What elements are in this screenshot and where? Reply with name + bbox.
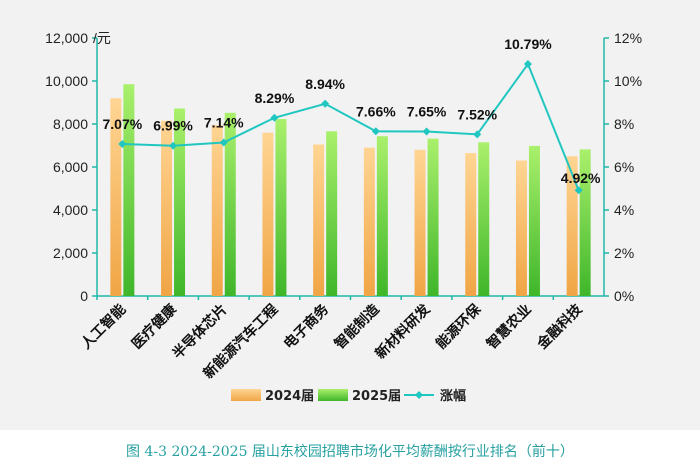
chart-figure: 0 2,000 4,000 6,000 8,000 10,000 12,000/元 0% 2% 4… xyxy=(0,0,700,430)
legend-swatch-2025 xyxy=(318,389,348,401)
category-label: 智能制造 xyxy=(330,301,382,353)
growth-data-label: 7.66% xyxy=(356,103,396,119)
growth-point xyxy=(422,127,431,136)
legend-swatch-2024 xyxy=(231,389,261,401)
left-tick-label: 12,000 xyxy=(45,30,88,46)
bar-2025 xyxy=(427,138,439,296)
bar-2024 xyxy=(566,156,578,296)
right-tick-label: 12% xyxy=(614,30,642,46)
category-label: 人工智能 xyxy=(78,301,130,353)
growth-point xyxy=(371,127,380,136)
bar-2024 xyxy=(515,160,527,296)
figure-caption: 图 4-3 2024-2025 届山东校园招聘市场化平均薪酬按行业排名（前十） xyxy=(126,444,574,460)
growth-data-label: 8.29% xyxy=(255,90,295,106)
right-tick-label: 2% xyxy=(614,245,634,261)
left-tick-label: 8,000 xyxy=(53,116,88,132)
bar-2024 xyxy=(414,149,426,296)
bar-2025 xyxy=(123,84,135,296)
salary-chart: 0 2,000 4,000 6,000 8,000 10,000 12,000/元 0% 2% 4… xyxy=(45,30,642,404)
bar-2025 xyxy=(275,119,287,297)
category-label: 金融科技 xyxy=(533,300,586,353)
legend-label-growth: 涨幅 xyxy=(439,388,466,404)
growth-data-label: 6.99% xyxy=(153,118,193,134)
bar-2024 xyxy=(161,120,173,297)
bar-2025 xyxy=(376,136,388,296)
bar-2024 xyxy=(313,144,325,296)
bar-2024 xyxy=(211,125,223,296)
growth-data-label: 7.14% xyxy=(204,114,244,130)
growth-point xyxy=(169,141,178,150)
category-label: 医疗健康 xyxy=(128,300,180,352)
right-tick-label: 6% xyxy=(614,159,634,175)
legend-label-2025: 2025届 xyxy=(352,389,401,404)
bar-2025 xyxy=(326,131,338,296)
growth-data-label: 7.65% xyxy=(407,104,447,120)
left-tick-label: 0 xyxy=(80,288,88,304)
bar-2025 xyxy=(528,145,540,296)
growth-data-label: 7.52% xyxy=(457,106,497,122)
growth-data-label: 7.07% xyxy=(102,116,142,132)
growth-data-label: 8.94% xyxy=(305,76,345,92)
bar-2025 xyxy=(174,108,186,297)
right-tick-label: 8% xyxy=(614,116,634,132)
growth-point xyxy=(523,60,532,69)
right-tick-label: 4% xyxy=(614,202,634,218)
category-label: 智慧农业 xyxy=(482,301,534,353)
bar-2024 xyxy=(363,147,375,296)
left-axis-unit: /元 xyxy=(93,30,111,46)
growth-point xyxy=(574,186,583,195)
left-tick-label: 6,000 xyxy=(53,159,88,175)
bar-2024 xyxy=(110,98,122,296)
right-tick-label: 0% xyxy=(614,288,634,304)
legend-marker-growth xyxy=(415,391,423,399)
bar-2025 xyxy=(579,149,591,296)
category-label: 电子商务 xyxy=(280,300,332,352)
growth-point xyxy=(321,99,330,108)
growth-data-label: 10.79% xyxy=(504,36,552,52)
left-tick-label: 4,000 xyxy=(53,202,88,218)
growth-point xyxy=(219,138,228,147)
growth-point xyxy=(118,139,127,148)
bar-2024 xyxy=(465,153,477,296)
right-tick-label: 10% xyxy=(614,73,642,89)
left-tick-label: 2,000 xyxy=(53,245,88,261)
growth-line xyxy=(122,61,580,191)
bar-2025 xyxy=(478,142,490,296)
bar-2025 xyxy=(224,112,236,296)
category-label: 能源环保 xyxy=(432,300,484,352)
growth-point xyxy=(473,130,482,139)
growth-point xyxy=(270,113,279,122)
category-label: 新材料研发 xyxy=(372,300,434,362)
bar-2024 xyxy=(262,132,274,296)
legend-label-2024: 2024届 xyxy=(265,389,314,404)
growth-data-label: 4.92% xyxy=(561,170,601,186)
left-tick-label: 10,000 xyxy=(45,73,88,89)
